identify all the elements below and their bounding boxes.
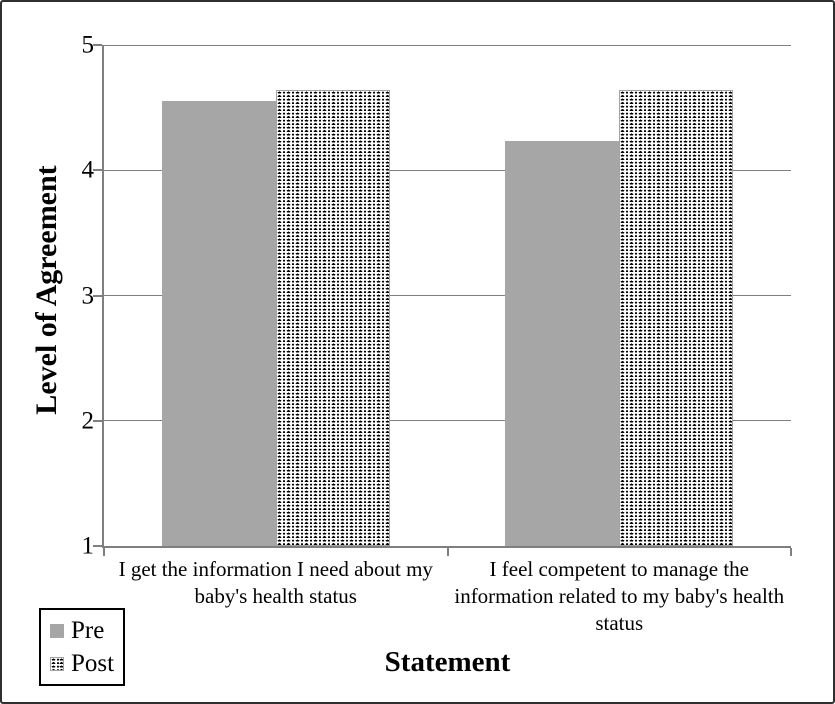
plot-area: [93, 44, 792, 556]
bar-post-2: [619, 90, 734, 546]
x-axis-title: Statement: [384, 646, 511, 678]
y-tick-mark-1: [93, 545, 102, 547]
gridline-4: [104, 169, 791, 171]
legend-item-post: Post: [50, 651, 123, 676]
y-tick-mark-5: [93, 44, 102, 46]
gridline-5: [104, 44, 791, 46]
bar-group-1: [104, 45, 448, 546]
y-tick-mark-4: [93, 169, 102, 172]
y-tick-label-4: 4: [81, 156, 95, 184]
category-label-1: I get the information I need about my ba…: [118, 557, 433, 608]
y-tick-label-2: 2: [81, 407, 95, 435]
y-tick-label-3: 3: [81, 282, 95, 309]
legend-item-pre: Pre: [50, 618, 123, 643]
x-category-labels: I get the information I need about my ba…: [104, 556, 791, 637]
legend-swatch-post-icon: [50, 656, 64, 671]
bar-pre-1: [161, 101, 276, 546]
legend-label-post: Post: [71, 650, 115, 677]
gridline-2: [104, 420, 791, 422]
legend-label-pre: Pre: [71, 617, 105, 644]
y-tick-mark-2: [93, 419, 102, 422]
bar-post-1: [275, 90, 390, 546]
legend: Pre Post: [39, 608, 125, 686]
y-tick-label-5: 5: [81, 31, 95, 59]
x-tick-mark-3: [790, 548, 792, 556]
x-tick-mark-1: [103, 548, 105, 556]
gridline-3: [104, 295, 791, 296]
x-tick-mark-2: [446, 548, 449, 556]
y-tick-label-1: 1: [81, 532, 95, 560]
bar-group-2: [448, 45, 792, 546]
y-tick-labels: 5 4 3 2 1: [56, 33, 95, 559]
legend-swatch-pre-icon: [50, 623, 64, 638]
category-label-2: I feel competent to manage the informati…: [454, 557, 785, 635]
y-tick-mark-3: [93, 294, 102, 297]
bar-pre-2: [505, 141, 620, 546]
